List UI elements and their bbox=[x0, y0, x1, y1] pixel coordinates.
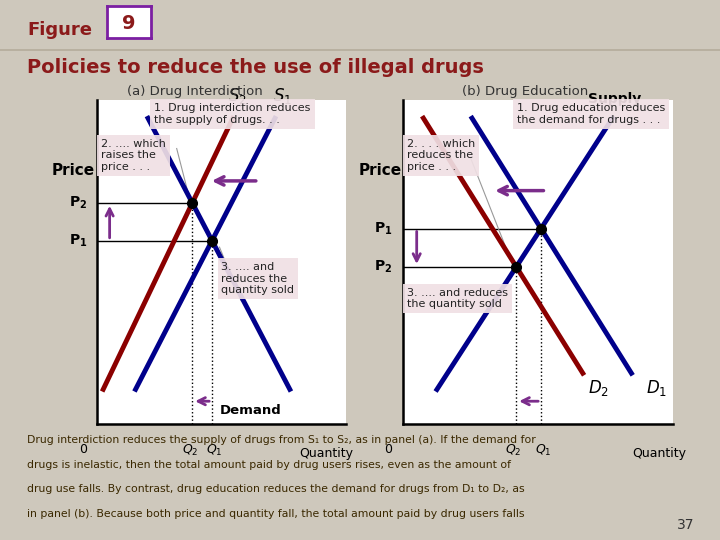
Text: Supply: Supply bbox=[588, 92, 641, 106]
Text: 0: 0 bbox=[384, 443, 392, 456]
Text: Figure: Figure bbox=[27, 21, 92, 38]
Text: in panel (b). Because both price and quantity fall, the total amount paid by dru: in panel (b). Because both price and qua… bbox=[27, 509, 525, 519]
Text: $S_1$: $S_1$ bbox=[273, 86, 292, 106]
Text: Demand: Demand bbox=[220, 404, 281, 417]
Text: 37: 37 bbox=[678, 518, 695, 532]
Text: 9: 9 bbox=[122, 14, 135, 33]
Text: Policies to reduce the use of illegal drugs: Policies to reduce the use of illegal dr… bbox=[27, 58, 485, 77]
Text: $\mathbf{P_1}$: $\mathbf{P_1}$ bbox=[374, 220, 392, 237]
Text: $\mathbf{P_2}$: $\mathbf{P_2}$ bbox=[69, 195, 87, 211]
Text: $Q_2$: $Q_2$ bbox=[505, 443, 522, 458]
Text: (a) Drug Interdiction: (a) Drug Interdiction bbox=[127, 85, 262, 98]
Text: $S_2$: $S_2$ bbox=[228, 86, 247, 106]
Text: $\mathbf{P_1}$: $\mathbf{P_1}$ bbox=[69, 232, 87, 249]
Text: 0: 0 bbox=[79, 443, 87, 456]
Text: $\mathbf{P_2}$: $\mathbf{P_2}$ bbox=[374, 259, 392, 275]
Text: 3. .... and
reduces the
quantity sold: 3. .... and reduces the quantity sold bbox=[222, 262, 294, 295]
Text: 2. . . . which
reduces the
price . . .: 2. . . . which reduces the price . . . bbox=[408, 139, 475, 172]
Text: Drug interdiction reduces the supply of drugs from S₁ to S₂, as in panel (a). If: Drug interdiction reduces the supply of … bbox=[27, 435, 536, 445]
Text: Quantity: Quantity bbox=[299, 447, 353, 460]
Text: Quantity: Quantity bbox=[633, 447, 687, 460]
Text: drugs is inelastic, then the total amount paid by drug users rises, even as the : drugs is inelastic, then the total amoun… bbox=[27, 460, 511, 470]
Text: drug use falls. By contrast, drug education reduces the demand for drugs from D₁: drug use falls. By contrast, drug educat… bbox=[27, 484, 525, 495]
Text: $D_1$: $D_1$ bbox=[647, 378, 667, 399]
Text: $Q_1$: $Q_1$ bbox=[536, 443, 552, 458]
Text: 1. Drug education reduces
the demand for drugs . . .: 1. Drug education reduces the demand for… bbox=[517, 103, 665, 125]
Text: $Q_1$: $Q_1$ bbox=[206, 443, 222, 458]
Text: 3. .... and reduces
the quantity sold: 3. .... and reduces the quantity sold bbox=[408, 288, 508, 309]
Text: $D_2$: $D_2$ bbox=[588, 378, 609, 399]
Text: Price: Price bbox=[52, 163, 95, 178]
Text: 1. Drug interdiction reduces
the supply of drugs. . .: 1. Drug interdiction reduces the supply … bbox=[154, 103, 311, 125]
Text: $Q_2$: $Q_2$ bbox=[181, 443, 198, 458]
Text: Price: Price bbox=[359, 163, 402, 178]
Text: 2. .... which
raises the
price . . .: 2. .... which raises the price . . . bbox=[101, 139, 166, 172]
Text: (b) Drug Education: (b) Drug Education bbox=[462, 85, 589, 98]
